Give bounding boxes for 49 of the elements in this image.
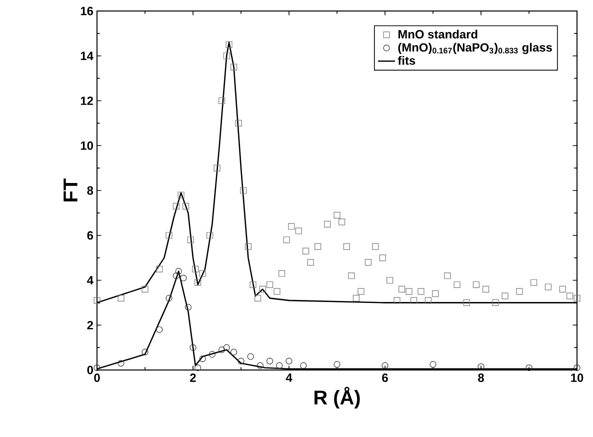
- point: [526, 364, 532, 372]
- point: [574, 364, 580, 372]
- point: [300, 362, 307, 369]
- point: [247, 353, 254, 360]
- point: [430, 361, 436, 368]
- point: [230, 348, 238, 356]
- point: [118, 360, 124, 367]
- x-tick-label: 0: [94, 374, 100, 382]
- point: [184, 304, 192, 310]
- y-tick-label: 14: [80, 52, 94, 60]
- x-tick-label: 2: [190, 374, 196, 382]
- x-tick-label: 10: [571, 374, 584, 382]
- point: [194, 364, 202, 372]
- y-tick-label: 0: [87, 366, 93, 374]
- point: [199, 355, 206, 362]
- point: [190, 344, 196, 351]
- x-tick-label: 8: [478, 374, 484, 382]
- y-axis-title: FT: [64, 178, 78, 202]
- point: [180, 274, 187, 282]
- point: [266, 358, 274, 364]
- legend-label: (MnO)$_{0.167}$(NaPO$_{3}$)$_{0.833}$ glass: [398, 42, 552, 54]
- point: [218, 346, 226, 354]
- x-tick-label: 6: [382, 374, 388, 382]
- point: [223, 344, 230, 351]
- legend-label: fits: [398, 56, 416, 65]
- point: [166, 294, 172, 302]
- y-tick-label: 6: [87, 231, 94, 240]
- x-axis-title: R (Å): [314, 386, 360, 409]
- y-tick-label: 2: [87, 320, 94, 330]
- point: [172, 272, 180, 280]
- point: [208, 351, 216, 358]
- point: [94, 364, 100, 372]
- point: [334, 361, 340, 368]
- point: [238, 358, 244, 364]
- point: [142, 348, 148, 356]
- x-tick-label: 4: [286, 374, 292, 382]
- point: [286, 358, 292, 364]
- point: [156, 326, 163, 333]
- point: [478, 363, 484, 370]
- legend-label: MnO standard: [398, 30, 478, 39]
- y-tick-label: 8: [87, 186, 94, 195]
- y-tick-label: 4: [87, 276, 94, 284]
- y-tick-label: 12: [80, 96, 93, 105]
- y-tick-label: 16: [80, 6, 94, 16]
- point: [382, 362, 388, 369]
- point: [256, 362, 264, 369]
- point: [175, 268, 182, 275]
- point: [276, 362, 283, 369]
- y-tick-label: 10: [80, 141, 93, 150]
